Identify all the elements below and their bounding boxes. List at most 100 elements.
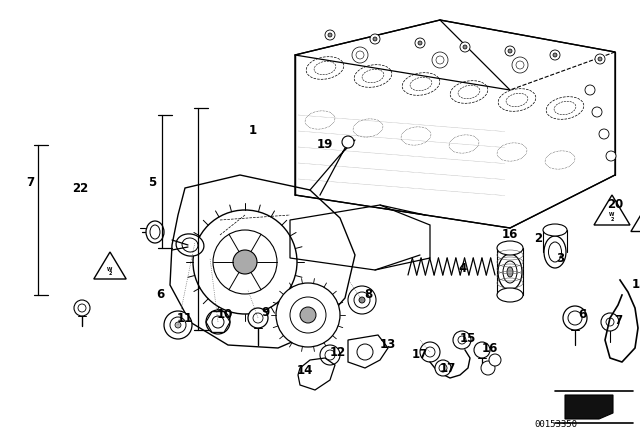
Ellipse shape	[498, 254, 522, 290]
Circle shape	[354, 292, 370, 308]
Circle shape	[585, 85, 595, 95]
Circle shape	[357, 344, 373, 360]
Circle shape	[458, 336, 466, 344]
Circle shape	[290, 297, 326, 333]
Text: W
2: W 2	[108, 267, 113, 276]
Circle shape	[370, 34, 380, 44]
Text: 1: 1	[249, 124, 257, 137]
Circle shape	[425, 347, 435, 357]
Polygon shape	[565, 395, 613, 419]
Text: 2: 2	[534, 232, 542, 245]
Circle shape	[276, 283, 340, 347]
Circle shape	[300, 307, 316, 323]
Text: 00153350: 00153350	[534, 420, 577, 429]
Circle shape	[356, 51, 364, 59]
Circle shape	[563, 306, 587, 330]
Text: 9: 9	[261, 306, 269, 319]
Text: 5: 5	[148, 176, 156, 189]
Ellipse shape	[182, 238, 198, 252]
Circle shape	[325, 30, 335, 40]
Circle shape	[325, 350, 335, 360]
Circle shape	[418, 41, 422, 45]
Text: 7: 7	[26, 176, 34, 189]
Circle shape	[212, 316, 224, 328]
Circle shape	[164, 311, 192, 339]
Text: 6: 6	[156, 289, 164, 302]
Circle shape	[453, 331, 471, 349]
Text: 7: 7	[614, 314, 622, 327]
Circle shape	[415, 38, 425, 48]
Circle shape	[193, 210, 297, 314]
Ellipse shape	[507, 267, 513, 277]
Circle shape	[592, 107, 602, 117]
Circle shape	[595, 54, 605, 64]
Ellipse shape	[146, 221, 164, 243]
Ellipse shape	[150, 225, 160, 239]
Circle shape	[206, 310, 230, 334]
Circle shape	[342, 136, 354, 148]
Circle shape	[359, 297, 365, 303]
Circle shape	[508, 49, 512, 53]
Circle shape	[463, 45, 467, 49]
Text: 6: 6	[578, 309, 586, 322]
Circle shape	[432, 52, 448, 68]
Circle shape	[606, 151, 616, 161]
Text: 14: 14	[297, 363, 313, 376]
Circle shape	[348, 286, 376, 314]
Circle shape	[373, 37, 377, 41]
Text: 10: 10	[217, 309, 233, 322]
Ellipse shape	[176, 234, 204, 256]
Circle shape	[489, 354, 501, 366]
Text: 20: 20	[607, 198, 623, 211]
Text: 3: 3	[556, 251, 564, 264]
Circle shape	[516, 61, 524, 69]
Circle shape	[213, 230, 277, 294]
Text: 16: 16	[502, 228, 518, 241]
Circle shape	[420, 342, 440, 362]
Circle shape	[568, 311, 582, 325]
Ellipse shape	[548, 242, 561, 262]
Circle shape	[439, 364, 447, 372]
Circle shape	[74, 300, 90, 316]
Text: 4: 4	[459, 262, 467, 275]
Text: 13: 13	[380, 339, 396, 352]
Circle shape	[78, 304, 86, 312]
Text: 15: 15	[460, 332, 476, 345]
Ellipse shape	[503, 261, 517, 283]
Text: 16: 16	[482, 341, 498, 354]
Circle shape	[320, 345, 340, 365]
Text: 17: 17	[412, 349, 428, 362]
Circle shape	[436, 56, 444, 64]
Circle shape	[253, 313, 263, 323]
Text: 22: 22	[72, 181, 88, 194]
Text: 19: 19	[317, 138, 333, 151]
Text: 17: 17	[440, 362, 456, 375]
Text: 11: 11	[177, 311, 193, 324]
Circle shape	[606, 318, 614, 326]
Circle shape	[599, 129, 609, 139]
Circle shape	[553, 53, 557, 57]
Circle shape	[601, 313, 619, 331]
Text: 12: 12	[330, 345, 346, 358]
Circle shape	[170, 317, 186, 333]
Ellipse shape	[497, 288, 523, 302]
Circle shape	[481, 361, 495, 375]
Text: 18: 18	[632, 279, 640, 292]
Ellipse shape	[543, 224, 567, 236]
Circle shape	[505, 46, 515, 56]
Circle shape	[512, 57, 528, 73]
Circle shape	[435, 360, 451, 376]
Ellipse shape	[497, 241, 523, 255]
Circle shape	[550, 50, 560, 60]
Ellipse shape	[544, 236, 566, 268]
Text: 8: 8	[364, 289, 372, 302]
Circle shape	[233, 250, 257, 274]
Circle shape	[352, 47, 368, 63]
Circle shape	[328, 33, 332, 37]
Circle shape	[474, 342, 490, 358]
Text: W
2: W 2	[609, 212, 614, 222]
Circle shape	[598, 57, 602, 61]
Circle shape	[460, 42, 470, 52]
Circle shape	[248, 308, 268, 328]
Circle shape	[175, 322, 181, 328]
